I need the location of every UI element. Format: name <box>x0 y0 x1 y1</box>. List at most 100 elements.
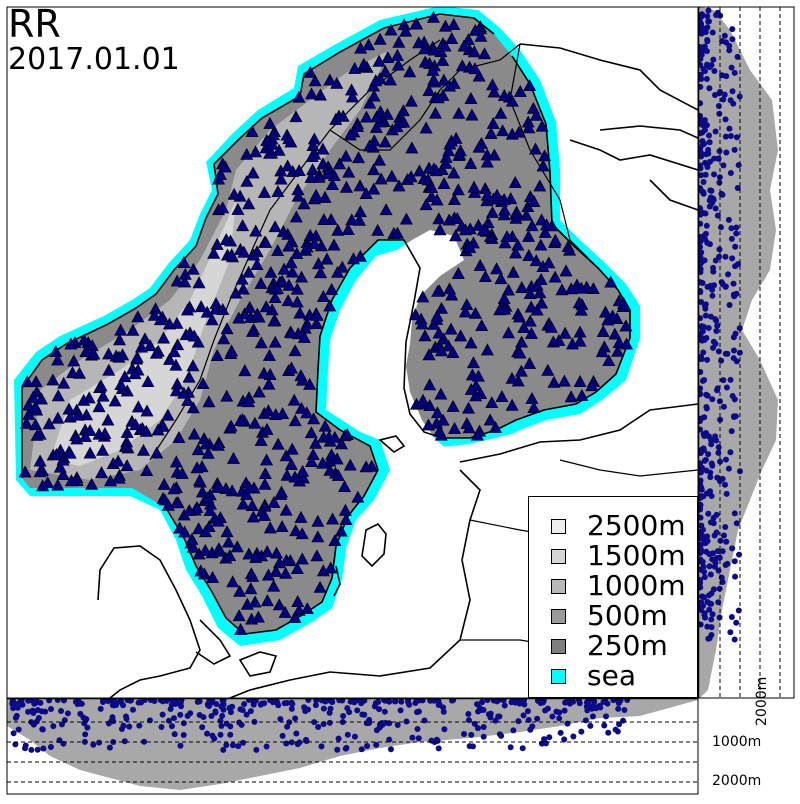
station-marker <box>178 525 192 538</box>
station-marker <box>423 378 437 391</box>
latitude-profile-point <box>733 230 740 237</box>
longitude-profile-point <box>10 705 17 712</box>
station-marker <box>167 345 181 358</box>
longitude-profile-point <box>600 699 607 706</box>
latitude-profile-point <box>718 357 725 364</box>
station-marker <box>558 326 572 339</box>
longitude-profile-point <box>320 705 327 712</box>
latitude-profile-point <box>712 559 719 566</box>
latitude-profile-point <box>712 257 719 264</box>
longitude-profile-point <box>315 724 322 731</box>
latitude-profile-point <box>724 560 731 567</box>
station-marker <box>451 183 465 196</box>
station-marker <box>274 172 288 185</box>
station-marker <box>261 568 275 581</box>
longitude-profile-point <box>465 710 472 717</box>
station-marker <box>285 442 299 455</box>
station-marker <box>415 317 429 330</box>
latitude-profile-point <box>722 481 729 488</box>
station-marker <box>63 446 77 459</box>
longitude-profile-point <box>527 726 534 733</box>
longitude-profile-point <box>72 699 79 705</box>
station-marker <box>436 413 450 426</box>
longitude-profile-point <box>253 746 260 753</box>
station-marker <box>585 379 599 392</box>
station-marker <box>527 401 541 414</box>
station-marker <box>151 423 165 436</box>
station-marker <box>157 331 171 344</box>
station-marker <box>57 376 71 389</box>
station-marker <box>416 290 430 303</box>
longitude-profile-point <box>534 715 541 722</box>
longitude-profile-point <box>46 699 53 704</box>
station-marker <box>293 306 307 319</box>
station-marker <box>606 309 620 322</box>
station-marker <box>481 216 495 229</box>
station-marker <box>150 446 164 459</box>
station-marker <box>458 223 472 236</box>
longitude-profile-point <box>305 706 312 713</box>
latitude-profile-point <box>735 607 742 614</box>
longitude-profile-point <box>546 734 553 741</box>
latitude-profile-point <box>705 7 712 14</box>
station-marker <box>225 344 239 357</box>
longitude-profile-point <box>484 699 491 704</box>
longitude-profile-point <box>288 739 295 746</box>
longitude-profile-point <box>500 699 507 704</box>
station-marker <box>485 205 499 218</box>
latitude-profile-point <box>703 122 710 129</box>
date-title: 2017.01.01 <box>8 42 180 77</box>
station-marker <box>511 238 525 251</box>
longitude-profile-point <box>12 714 19 721</box>
latitude-profile-point <box>720 96 727 103</box>
station-marker <box>598 305 612 318</box>
station-marker <box>292 90 306 103</box>
longitude-profile-point <box>415 735 422 742</box>
station-marker <box>512 310 526 323</box>
station-marker <box>339 180 353 193</box>
station-marker <box>522 229 536 242</box>
station-marker <box>405 141 419 154</box>
longitude-profile-point <box>409 734 416 741</box>
station-marker <box>288 414 302 427</box>
longitude-profile-point <box>219 712 226 719</box>
station-marker <box>245 124 259 137</box>
station-marker <box>385 169 399 182</box>
longitude-profile-point <box>168 723 175 730</box>
longitude-profile-point <box>376 706 383 713</box>
station-marker <box>538 226 552 238</box>
longitude-profile-point <box>97 705 104 712</box>
station-marker <box>525 391 539 404</box>
latitude-profile-point <box>727 132 734 139</box>
longitude-profile-point <box>510 727 517 734</box>
station-marker <box>219 233 233 246</box>
longitude-profile-point <box>398 699 405 705</box>
station-marker <box>281 294 295 307</box>
station-marker <box>437 177 451 189</box>
station-marker <box>619 337 634 350</box>
longitude-profile-point <box>177 711 184 718</box>
latitude-profile-point <box>716 110 723 117</box>
station-marker <box>397 115 411 128</box>
longitude-profile-point <box>498 732 505 739</box>
latitude-profile-point <box>719 38 726 45</box>
station-marker <box>488 421 503 433</box>
station-marker <box>362 38 376 51</box>
station-marker <box>281 159 295 172</box>
station-marker <box>468 62 482 75</box>
latitude-profile-point <box>703 391 710 398</box>
station-marker <box>249 550 263 563</box>
latitude-profile-point <box>706 64 713 71</box>
station-marker <box>533 179 547 192</box>
station-marker <box>434 387 448 400</box>
latitude-profile-panel <box>699 7 794 698</box>
station-marker <box>270 282 284 295</box>
latitude-profile-point <box>699 460 704 467</box>
station-marker <box>563 243 577 256</box>
latitude-profile-point <box>732 573 739 580</box>
latitude-profile-point <box>732 263 739 270</box>
latitude-profile-point <box>713 529 720 536</box>
latitude-profile-point <box>722 523 729 530</box>
station-marker <box>485 78 499 91</box>
station-marker <box>363 139 377 152</box>
